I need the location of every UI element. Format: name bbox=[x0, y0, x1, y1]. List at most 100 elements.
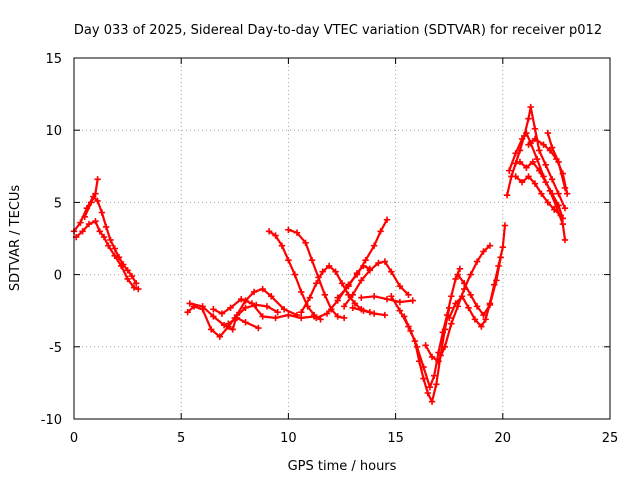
data-point bbox=[321, 291, 329, 299]
data-point bbox=[396, 298, 404, 306]
data-point bbox=[433, 381, 440, 388]
data-point bbox=[420, 375, 427, 382]
data-point bbox=[467, 271, 474, 278]
data-point bbox=[124, 267, 131, 274]
data-point bbox=[349, 304, 356, 312]
series-arc-dip-b bbox=[400, 265, 464, 391]
data-point bbox=[516, 158, 524, 166]
data-point bbox=[531, 180, 539, 187]
data-point bbox=[473, 303, 481, 310]
series-arc-midday-d bbox=[225, 314, 262, 332]
data-point bbox=[100, 233, 108, 241]
series-arc-evening-c bbox=[512, 173, 564, 219]
data-point bbox=[512, 150, 519, 157]
data-point bbox=[420, 363, 427, 371]
data-point bbox=[523, 164, 530, 171]
x-tick-labels: 0 5 10 15 20 25 bbox=[70, 431, 618, 446]
data-point bbox=[501, 222, 509, 229]
data-point bbox=[340, 314, 348, 322]
series-arc-rising-h bbox=[358, 293, 416, 306]
data-point bbox=[523, 129, 530, 137]
series-line bbox=[75, 220, 140, 291]
data-point bbox=[370, 293, 378, 300]
data-point bbox=[319, 268, 326, 275]
axis-ticks bbox=[73, 57, 611, 420]
data-point bbox=[323, 310, 331, 317]
data-point bbox=[381, 311, 389, 319]
data-point bbox=[238, 295, 245, 303]
data-point bbox=[531, 125, 539, 132]
data-point bbox=[400, 313, 408, 320]
data-point bbox=[486, 301, 494, 309]
y-tick-label: 10 bbox=[45, 124, 62, 139]
data-point bbox=[98, 209, 106, 216]
grid bbox=[74, 58, 610, 419]
data-point bbox=[233, 314, 241, 322]
data-point bbox=[293, 229, 301, 236]
data-point bbox=[334, 294, 341, 301]
data-point bbox=[538, 190, 545, 197]
series-line bbox=[518, 160, 564, 220]
data-point bbox=[542, 178, 549, 186]
data-point bbox=[439, 329, 446, 336]
data-point bbox=[407, 327, 414, 335]
data-point bbox=[302, 239, 309, 247]
y-axis-label: SDTVAR / TECUs bbox=[8, 185, 23, 292]
data-point bbox=[424, 389, 431, 397]
data-point bbox=[216, 333, 223, 340]
x-tick-label: 25 bbox=[602, 431, 619, 446]
data-point bbox=[325, 262, 333, 270]
data-point bbox=[448, 320, 455, 327]
data-point bbox=[561, 204, 569, 212]
data-point bbox=[135, 285, 142, 293]
data-point bbox=[291, 271, 299, 278]
data-point bbox=[210, 313, 217, 320]
series-line bbox=[212, 298, 316, 319]
data-point bbox=[536, 167, 543, 174]
data-point bbox=[383, 216, 391, 223]
data-point bbox=[561, 236, 569, 244]
series-line bbox=[227, 316, 260, 330]
chart-title: Day 033 of 2025, Sidereal Day-to-day VTE… bbox=[74, 23, 602, 38]
data-point bbox=[349, 291, 356, 299]
data-point bbox=[486, 242, 494, 249]
data-point bbox=[278, 242, 286, 249]
data-point bbox=[525, 141, 532, 148]
data-point bbox=[366, 265, 374, 273]
data-point bbox=[540, 141, 547, 148]
data-point bbox=[506, 167, 513, 174]
data-point bbox=[124, 275, 131, 283]
data-point bbox=[430, 372, 438, 379]
data-point bbox=[351, 300, 359, 307]
data-point bbox=[298, 288, 305, 296]
data-point bbox=[360, 307, 367, 314]
data-point bbox=[542, 161, 549, 169]
data-point bbox=[551, 206, 558, 213]
series-line bbox=[188, 287, 299, 331]
data-point bbox=[493, 277, 500, 284]
data-series bbox=[70, 103, 571, 405]
series-line bbox=[351, 306, 386, 317]
data-point bbox=[248, 300, 256, 307]
data-point bbox=[428, 353, 436, 361]
data-point bbox=[186, 300, 193, 307]
data-point bbox=[353, 269, 361, 277]
data-point bbox=[220, 321, 228, 329]
data-point bbox=[102, 223, 110, 231]
data-point bbox=[381, 258, 389, 265]
data-point bbox=[242, 304, 249, 312]
y-tick-label: 15 bbox=[45, 52, 62, 67]
data-point bbox=[388, 268, 395, 275]
data-point bbox=[362, 256, 369, 264]
data-point bbox=[527, 103, 534, 111]
data-point bbox=[555, 190, 562, 197]
data-point bbox=[274, 308, 281, 316]
data-point bbox=[555, 158, 562, 166]
data-point bbox=[383, 295, 391, 303]
x-tick-label: 20 bbox=[495, 431, 512, 446]
data-point bbox=[480, 248, 487, 255]
data-point bbox=[345, 282, 352, 290]
data-point bbox=[272, 232, 279, 239]
x-tick-label: 5 bbox=[177, 431, 185, 446]
